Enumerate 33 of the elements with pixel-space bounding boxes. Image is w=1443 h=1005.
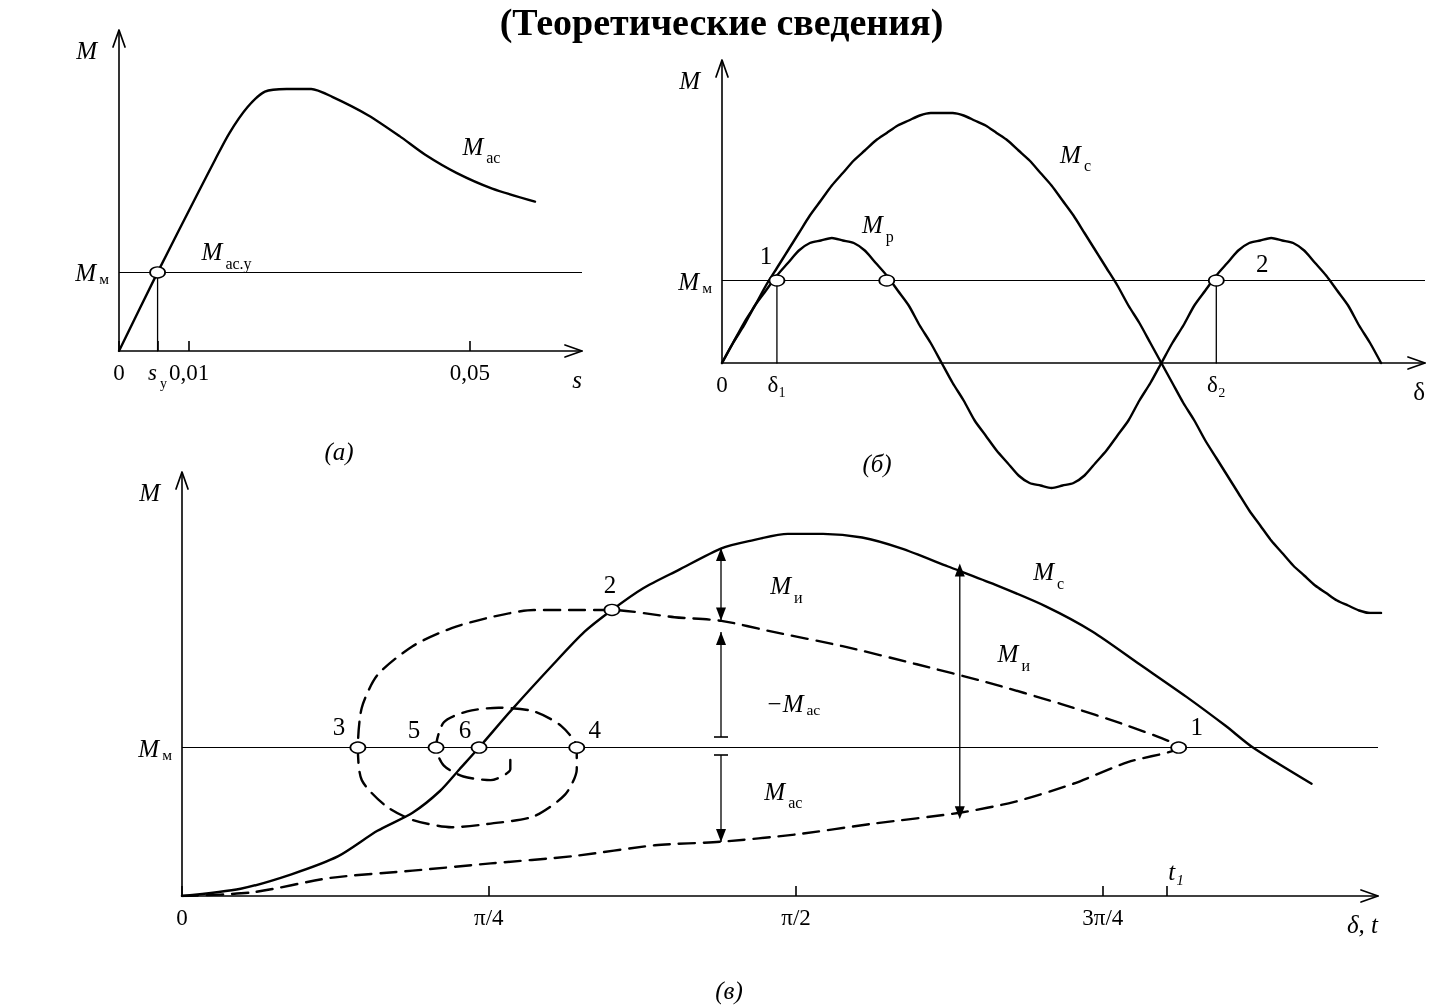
y-axis-title: M — [75, 37, 99, 64]
annotation: (б) — [862, 449, 892, 478]
x-axis-title: δ, t — [1346, 911, 1380, 938]
y-axis-title: M — [138, 479, 162, 506]
annotation: 1 — [759, 241, 773, 269]
y-axis-title: M — [678, 67, 702, 94]
x-axis-title: s — [572, 366, 582, 393]
annotation: 2 — [1256, 249, 1269, 277]
annotation: t₁ — [1168, 857, 1184, 885]
ref-line-label: M$_{м}$ — [677, 267, 713, 295]
x-tick-label: 0,05 — [449, 360, 490, 385]
annotation: 3 — [332, 712, 346, 740]
annotation: 4 — [588, 715, 602, 743]
annotation: 2 — [603, 570, 617, 598]
x-tick-label: π/4 — [474, 905, 505, 930]
x-axis-title: δ — [1413, 378, 1425, 405]
x-tick-label: π/2 — [781, 905, 811, 930]
ref-line-label: M$_{м}$ — [137, 734, 173, 763]
ref-line-label: M$_{м}$ — [74, 258, 110, 287]
x-tick-label: 0 — [113, 360, 125, 385]
text: (Теоретические сведения) — [499, 1, 944, 43]
annotation: 1 — [1190, 712, 1203, 740]
annotation: −M$_{ас}$ — [765, 689, 821, 718]
x-tick-label: 0 — [716, 372, 728, 397]
x-tick-label: 3π/4 — [1082, 905, 1124, 930]
text: (в) — [715, 976, 743, 1005]
annotation: 5 — [407, 715, 421, 743]
x-tick-label: 0 — [176, 905, 188, 930]
annotation: 6 — [458, 715, 472, 743]
text: (а) — [324, 437, 354, 466]
x-tick-label: 0,01 — [169, 360, 210, 385]
x-tick-label: δ₂ — [1206, 372, 1226, 397]
x-tick-label: δ₁ — [767, 372, 787, 397]
